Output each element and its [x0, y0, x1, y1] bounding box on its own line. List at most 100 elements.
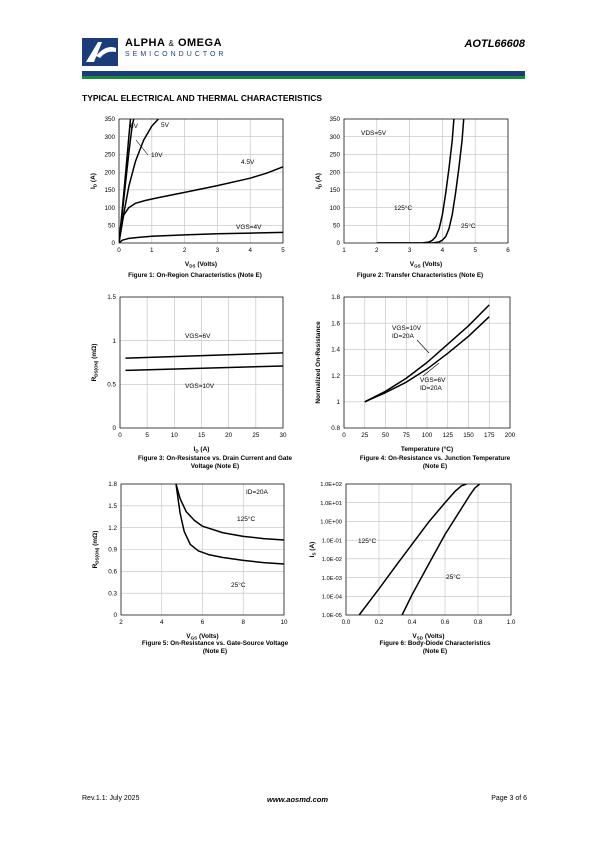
y-tick-label: 1.0E-02: [322, 557, 342, 563]
x-tick-label: 3: [408, 247, 412, 254]
x-tick-label: 0: [118, 432, 122, 439]
y-tick-label: 0.8: [331, 425, 340, 432]
y-tick-label: 1.0E-04: [322, 594, 343, 600]
series-line: [364, 304, 490, 403]
y-tick-label: 150: [104, 187, 115, 194]
plot-frame: [120, 483, 285, 616]
x-tick-label: 20: [225, 432, 233, 439]
y-tick-label: 1.0E+00: [320, 520, 342, 526]
fig6-annotation-125c: 125°C: [358, 537, 376, 545]
series-line: [401, 484, 481, 615]
series-line: [119, 119, 159, 243]
x-tick-label: 0: [342, 432, 346, 439]
y-tick-label: 0: [113, 612, 117, 619]
company-name: ALPHA & OMEGA: [125, 37, 223, 49]
x-tick-label: 5: [145, 432, 149, 439]
y-tick-label: 1.5: [107, 294, 116, 301]
fig5-annotation-125c: 125°C: [237, 515, 255, 523]
figure-5-caption: Figure 5: On-Resistance vs. Gate-Source …: [141, 640, 289, 655]
figure-5-chart: 2 4 6 8 10 0 0.3 0.6 0.9 1.2 1.5 1.8 VGS (Volts) RDS(…: [92, 481, 288, 641]
fig2-annotation-vds: VDS=5V: [361, 130, 387, 137]
y-tick-label: 1.0E+01: [320, 501, 342, 507]
y-tick-label: 1.8: [331, 294, 340, 301]
series-line: [175, 484, 284, 541]
figure-4-chart: 0 25 50 75 100 125 150 175 200 0.8 1 1.2 1.4 1.6 1.8 Te…: [315, 294, 516, 453]
plot-frame: [118, 118, 284, 244]
y-tick-label: 1.0E+02: [320, 482, 342, 488]
fig1-annotation-10v: 10V: [151, 152, 163, 159]
x-tick-label: 5: [281, 247, 285, 254]
x-tick-label: 50: [382, 432, 390, 439]
series-line: [364, 316, 490, 403]
fig5-annotation-25c: 25°C: [231, 581, 246, 589]
company-logo: [82, 38, 118, 66]
y-tick-label: 0: [112, 425, 116, 432]
fig2-annotation-125c: 125°C: [394, 204, 412, 212]
figure-4-caption: Figure 4: On-Resistance vs. Junction Tem…: [359, 455, 511, 470]
x-tick-label: 100: [422, 432, 433, 439]
series-line: [119, 119, 135, 243]
y-tick-label: 0: [111, 240, 115, 247]
x-tick-label: 0.0: [342, 619, 351, 626]
x-tick-label: 8: [241, 619, 245, 626]
x-tick-label: 150: [463, 432, 474, 439]
fig6-annotation-25c: 25°C: [446, 573, 461, 581]
figure-6-chart: 0.0 0.2 0.4 0.6 0.8 1.0 1.0E-05 1.0E-04 1.0E-03 1…: [309, 482, 516, 641]
x-tick-label: 1.0: [507, 619, 516, 626]
x-tick-label: 0.4: [408, 619, 417, 626]
x-tick-label: 0.6: [441, 619, 450, 626]
y-tick-label: 1.4: [331, 347, 340, 354]
y-axis-label: ID (A): [315, 173, 323, 189]
x-tick-label: 4: [160, 619, 164, 626]
figure-2-caption: Figure 2: Transfer Characteristics (Note…: [356, 272, 484, 279]
x-axis-label: ID (A): [194, 446, 210, 454]
x-axis-label: VGS (Volts): [410, 261, 442, 269]
series-line: [125, 352, 283, 359]
x-tick-label: 6: [506, 247, 510, 254]
y-axis-label: Normalized On-Resistance: [315, 321, 322, 404]
y-tick-label: 300: [329, 134, 340, 141]
company-subtitle: SEMICONDUCTOR: [125, 51, 227, 58]
fig4-annotation-id-20a-1: ID=20A: [392, 333, 415, 340]
y-tick-label: 1.6: [331, 320, 340, 327]
x-tick-label: 4: [441, 247, 445, 254]
x-axis-label: VSD (Volts): [412, 633, 444, 641]
y-tick-label: 200: [104, 169, 115, 176]
section-title: TYPICAL ELECTRICAL AND THERMAL CHARACTER…: [82, 93, 323, 103]
x-tick-label: 75: [403, 432, 411, 439]
series-line: [125, 365, 283, 372]
y-tick-label: 0.6: [108, 569, 117, 576]
x-tick-label: 3: [216, 247, 220, 254]
header-bar-blue: [82, 71, 525, 76]
x-axis-label: VGS (Volts): [186, 633, 218, 641]
y-tick-label: 100: [329, 205, 340, 212]
fig1-annotation-5v: 5V: [161, 122, 170, 129]
series-line: [175, 484, 284, 565]
x-tick-label: 10: [280, 619, 288, 626]
y-tick-label: 200: [329, 169, 340, 176]
series-line: [376, 119, 465, 243]
figure-3-caption: Figure 3: On-Resistance vs. Drain Curren…: [138, 455, 292, 470]
y-tick-label: 0.3: [108, 590, 117, 597]
y-tick-label: 1.5: [108, 503, 117, 510]
fig1-annotation-4-5v: 4.5V: [241, 159, 255, 166]
x-tick-label: 0.2: [375, 619, 384, 626]
x-tick-label: 10: [171, 432, 179, 439]
footer-website[interactable]: www.aosmd.com: [267, 795, 328, 804]
y-axis-label: RDS(ON) (mΩ): [92, 531, 100, 569]
y-tick-label: 1.8: [108, 481, 117, 488]
x-axis-label: Temperature (°C): [401, 445, 453, 453]
footer-page-number: Page 3 of 6: [491, 795, 527, 802]
x-tick-label: 15: [198, 432, 206, 439]
y-tick-label: 250: [329, 152, 340, 159]
x-tick-label: 25: [252, 432, 260, 439]
y-tick-label: 250: [104, 152, 115, 159]
x-tick-label: 1: [150, 247, 154, 254]
fig5-annotation-id-20a: ID=20A: [246, 489, 269, 496]
y-tick-label: 50: [333, 222, 341, 229]
series-line: [119, 166, 283, 243]
plot-frame: [119, 296, 284, 429]
x-tick-label: 125: [442, 432, 453, 439]
part-number: AOTL66608: [464, 38, 525, 50]
